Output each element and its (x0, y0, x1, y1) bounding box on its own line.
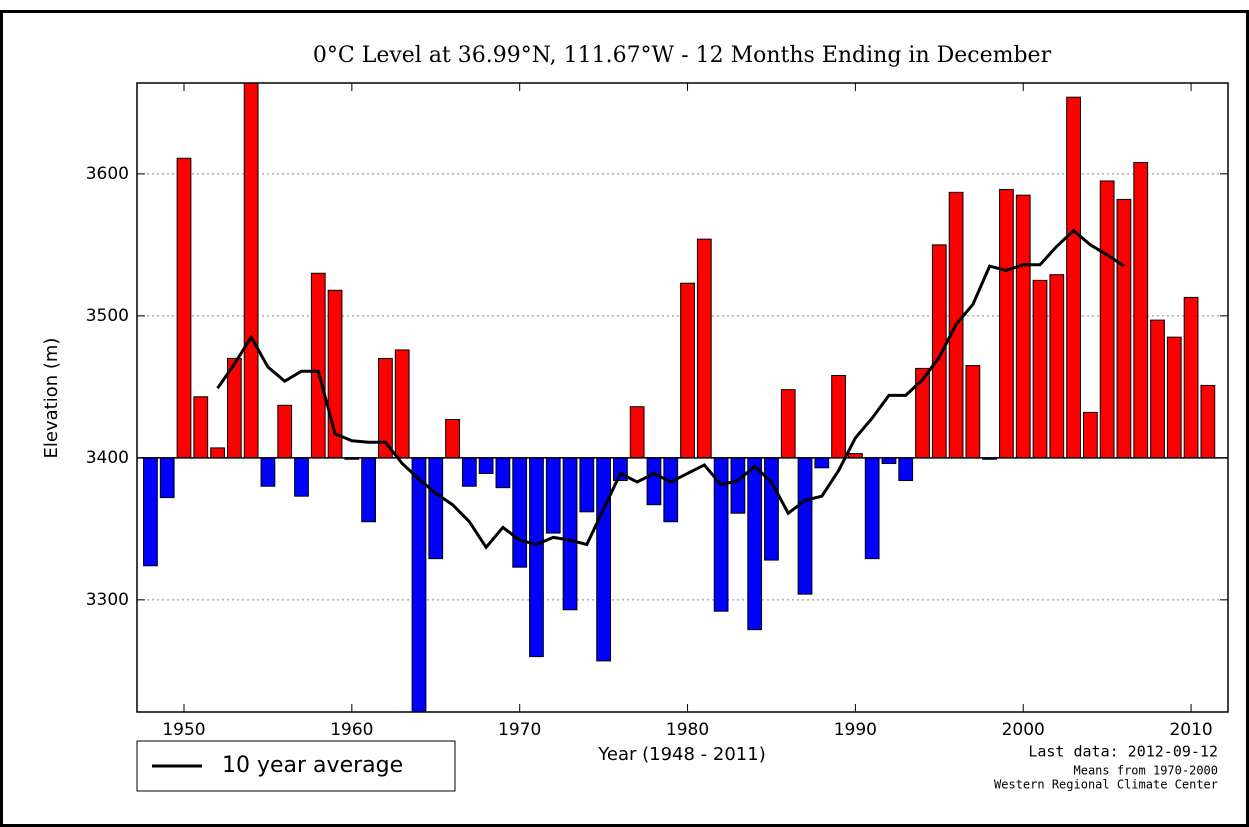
bar (411, 457, 427, 712)
bar (663, 457, 679, 523)
bar (394, 349, 410, 459)
bar (881, 457, 897, 465)
bar (361, 457, 377, 523)
x-tick-label: 2000 (1002, 720, 1045, 740)
bar (461, 457, 477, 487)
bar (1066, 96, 1081, 459)
bar (1133, 162, 1149, 459)
bar (260, 457, 276, 487)
note: Means from 1970-2000 (1074, 764, 1219, 778)
y-tick-label: 3400 (86, 448, 129, 468)
bar (831, 374, 846, 459)
bar (797, 457, 813, 595)
bar (143, 457, 158, 567)
bar (965, 365, 981, 459)
y-tick-label: 3600 (86, 164, 129, 184)
average-line (216, 228, 1125, 550)
bar (764, 457, 779, 561)
bar (646, 457, 662, 506)
bar (696, 238, 712, 459)
bar (1116, 198, 1132, 459)
bar (512, 457, 528, 568)
x-tick-label: 1990 (834, 720, 877, 740)
bar (210, 447, 225, 459)
bar (680, 282, 695, 459)
bar (780, 389, 796, 459)
bar (1166, 336, 1182, 459)
plot-area (137, 83, 1228, 712)
bar (1200, 384, 1216, 459)
bar (579, 457, 595, 513)
bar (1082, 411, 1098, 459)
bar (1015, 194, 1031, 459)
chart-title: 0°C Level at 36.99°N, 111.67°W - 12 Mont… (313, 43, 1052, 68)
bar (310, 272, 326, 459)
x-axis-label: Year (1948 - 2011) (597, 744, 765, 765)
x-tick-label: 1950 (162, 720, 205, 740)
x-tick-label: 1980 (666, 720, 709, 740)
bar (629, 406, 645, 459)
bar (747, 457, 763, 631)
bar (495, 457, 511, 489)
x-tick-label: 1970 (498, 720, 541, 740)
bar (243, 83, 259, 459)
bar (1032, 279, 1048, 459)
bar (1150, 319, 1165, 459)
y-tick-label: 3500 (86, 306, 129, 326)
bar (478, 457, 494, 474)
plot-border (136, 82, 1229, 713)
bar (596, 457, 611, 662)
bar (1049, 274, 1065, 459)
bar (529, 457, 544, 658)
bar (193, 396, 209, 459)
bar (730, 457, 746, 514)
y-axis-label: Elevation (m) (41, 338, 62, 459)
bar (864, 457, 880, 560)
y-tick-label: 3300 (86, 590, 129, 610)
legend: 10 year average (136, 740, 456, 792)
bar (445, 419, 460, 459)
note: Western Regional Climate Center (994, 778, 1218, 792)
note: Last data: 2012-09-12 (1028, 743, 1218, 761)
x-tick-label: 2010 (1169, 720, 1212, 740)
bar (931, 244, 947, 459)
bar (814, 457, 830, 469)
bar (915, 367, 930, 459)
axes: 3300 3400 3500 3600 1950 1960 1970 1980 1990 2000… (86, 82, 1229, 740)
bar (159, 457, 175, 499)
bar (294, 457, 309, 497)
bar (562, 457, 578, 611)
bar (1183, 296, 1199, 459)
bar (545, 457, 561, 534)
bar (277, 404, 293, 459)
bar (898, 457, 914, 482)
bar (176, 157, 192, 459)
legend-label: 10 year average (222, 753, 403, 778)
bar (1099, 180, 1115, 459)
bar (428, 457, 444, 560)
bar (999, 188, 1014, 459)
x-tick-label: 1960 (330, 720, 373, 740)
